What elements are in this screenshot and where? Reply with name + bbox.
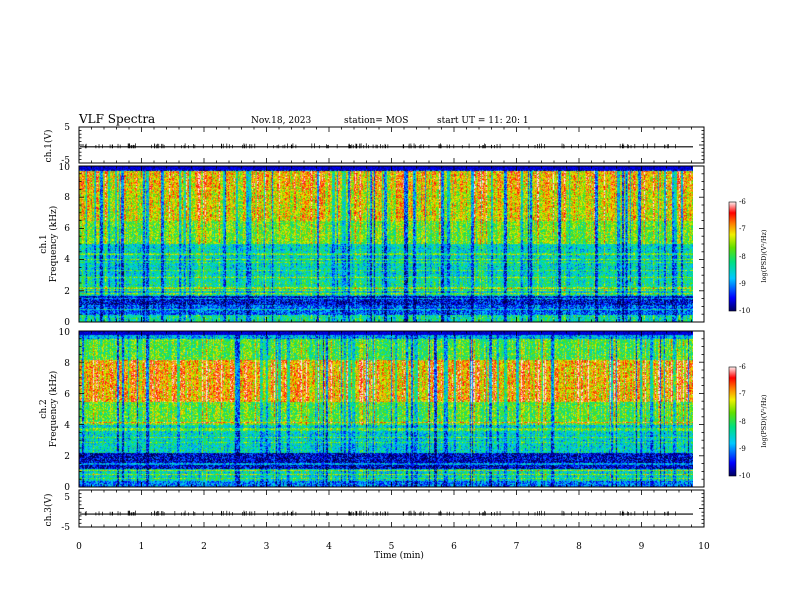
ch3-panel-frame: [78, 489, 705, 528]
ch2-spectrogram-ylabel-1: ch.2: [39, 399, 49, 418]
xtick-6: 6: [451, 542, 457, 552]
xtick-7: 7: [514, 542, 520, 552]
spec2-ytick-6: 6: [64, 390, 70, 400]
cb1-label: log(PSD)(V²/Hz): [760, 229, 768, 282]
ch3-ylabel: ch.3(V): [43, 494, 54, 527]
cb1-tick--8: -8: [739, 253, 746, 261]
ch2-spectrogram-ylabel-2: Frequency (kHz): [48, 371, 59, 448]
ch1-ytick-top: 5: [64, 123, 70, 133]
xtick-8: 8: [576, 542, 582, 552]
ch1-spectrogram-yticks: 0 2 4 6 8 10: [59, 163, 71, 328]
xtick-5: 5: [389, 542, 395, 552]
xtick-3: 3: [264, 542, 270, 552]
ch3-ytick-top: 5: [64, 493, 70, 503]
x-axis-label: Time (min): [374, 550, 424, 561]
ch1-trace: [80, 143, 693, 149]
figure-title: VLF Spectra: [78, 112, 155, 126]
cb1-tick--6: -6: [739, 198, 746, 206]
ch1-panel-frame: [78, 126, 705, 164]
date-label: Nov.18, 2023: [251, 116, 312, 126]
spec1-ytick-0: 0: [64, 318, 70, 328]
xtick-10: 10: [698, 542, 710, 552]
ch1-ytick-bottom: -5: [61, 156, 70, 166]
ch2-colorbar: -6 -7 -8 -9 -10 log(PSD)(V²/Hz): [728, 363, 768, 480]
spec2-ytick-4: 4: [64, 421, 70, 431]
xtick-0: 0: [76, 542, 82, 552]
start-time-label: start UT = 11: 20: 1: [437, 116, 529, 126]
spec1-ytick-10: 10: [59, 163, 71, 173]
xtick-2: 2: [201, 542, 207, 552]
cb1-tick--9: -9: [739, 280, 746, 288]
spec2-ytick-10: 10: [59, 328, 71, 338]
cb2-tick--8: -8: [739, 418, 746, 426]
ch3-trace: [80, 510, 693, 516]
cb1-tick--10: -10: [739, 307, 750, 315]
ch2-spectrogram-canvas: [79, 331, 693, 487]
cb2-tick--7: -7: [739, 390, 746, 398]
ch1-ylabel: ch.1(V): [43, 130, 54, 163]
spec2-ytick-0: 0: [64, 483, 70, 493]
station-label: station= MOS: [344, 116, 408, 126]
cb1-tick--7: -7: [739, 225, 746, 233]
spec1-ytick-8: 8: [64, 193, 70, 203]
ch1-colorbar: -6 -7 -8 -9 -10 log(PSD)(V²/Hz): [728, 198, 768, 315]
cb2-tick--9: -9: [739, 445, 746, 453]
spec2-ytick-8: 8: [64, 359, 70, 369]
ch2-spectrogram-panel: [78, 330, 705, 488]
ch2-spectrogram-yticks: 0 2 4 6 8 10: [59, 328, 71, 493]
xtick-1: 1: [139, 542, 145, 552]
xtick-4: 4: [326, 542, 332, 552]
spec1-ytick-6: 6: [64, 224, 70, 234]
cb2-tick--10: -10: [739, 472, 750, 480]
x-axis-ticklabels: 0 1 2 3 4 5 6 7 8 9 10: [76, 542, 710, 552]
cb2-tick--6: -6: [739, 363, 746, 371]
ch1-spectrogram-canvas: [79, 166, 693, 322]
ch1-spectrogram-ylabel-2: Frequency (kHz): [48, 206, 59, 283]
spec1-ytick-2: 2: [64, 287, 70, 297]
ch3-ytick-bottom: -5: [61, 523, 70, 533]
tick-marks: [78, 126, 705, 528]
ch1-spectrogram-ylabel-1: ch.1: [39, 234, 49, 253]
xtick-9: 9: [639, 542, 645, 552]
spec1-ytick-4: 4: [64, 255, 70, 265]
cb2-label: log(PSD)(V²/Hz): [760, 394, 768, 447]
ch1-spectrogram-panel: [78, 165, 705, 323]
spec2-ytick-2: 2: [64, 452, 70, 462]
